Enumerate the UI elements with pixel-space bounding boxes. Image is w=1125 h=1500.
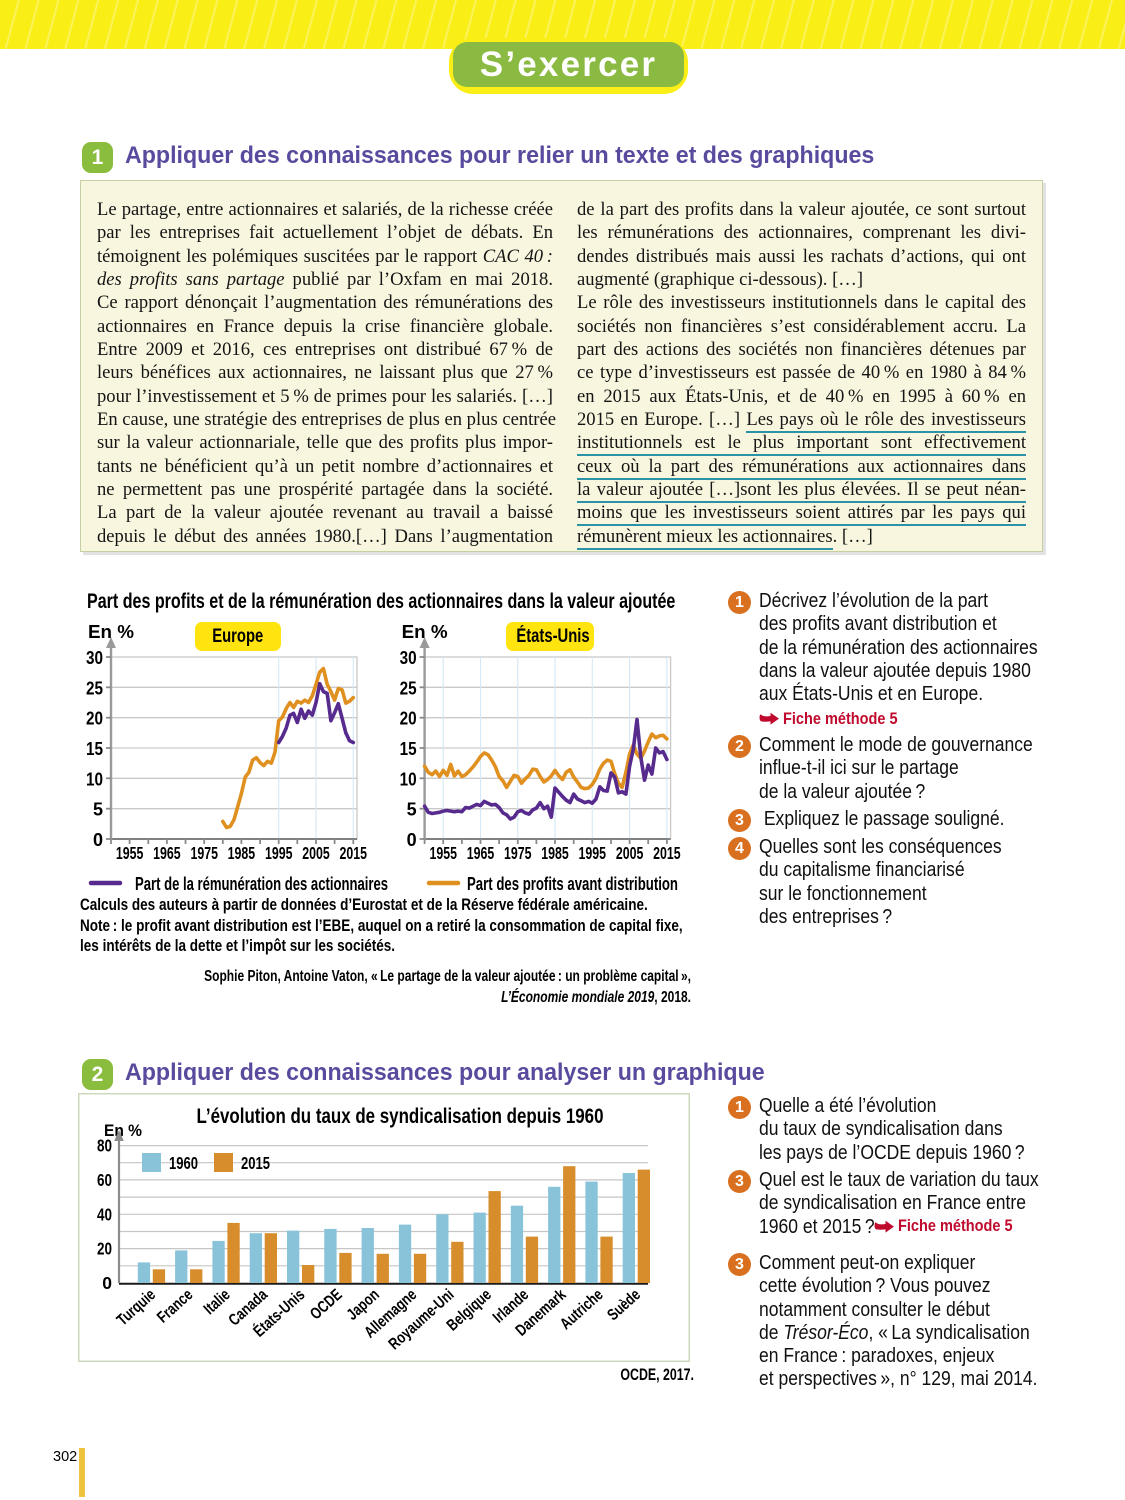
svg-text:30: 30 (400, 648, 417, 668)
svg-text:20: 20 (86, 709, 103, 729)
svg-text:20: 20 (97, 1239, 112, 1259)
svg-text:30: 30 (86, 648, 103, 668)
svg-text:Part de la rémunération des ac: Part de la rémunération des actionnaires (135, 874, 388, 894)
svg-text:Part des profits avant distrib: Part des profits avant distribution (467, 874, 678, 894)
svg-text:1965: 1965 (153, 843, 181, 863)
svg-text:60: 60 (97, 1170, 112, 1190)
svg-text:40: 40 (97, 1204, 112, 1224)
svg-text:80: 80 (97, 1136, 112, 1156)
svg-text:L’évolution du taux de syndica: L’évolution du taux de syndicalisation d… (197, 1105, 604, 1128)
svg-text:15: 15 (86, 739, 103, 759)
svg-text:1995: 1995 (579, 843, 607, 863)
svg-text:25: 25 (86, 678, 103, 698)
svg-text:1975: 1975 (504, 843, 532, 863)
svg-text:0: 0 (93, 830, 103, 850)
svg-text:En %: En % (104, 1121, 142, 1140)
svg-text:1985: 1985 (541, 843, 569, 863)
svg-text:1995: 1995 (265, 843, 293, 863)
svg-text:5: 5 (407, 800, 417, 820)
svg-text:25: 25 (400, 678, 417, 698)
svg-text:2005: 2005 (302, 843, 330, 863)
svg-text:En %: En % (402, 621, 448, 642)
svg-text:5: 5 (93, 800, 103, 820)
svg-text:10: 10 (400, 769, 417, 789)
svg-text:1965: 1965 (467, 843, 495, 863)
svg-text:2015: 2015 (340, 843, 368, 863)
svg-text:2015: 2015 (653, 843, 681, 863)
svg-text:0: 0 (102, 1273, 112, 1293)
svg-text:1955: 1955 (429, 843, 457, 863)
svg-text:1975: 1975 (190, 843, 218, 863)
svg-text:En %: En % (88, 621, 134, 642)
svg-text:1985: 1985 (228, 843, 256, 863)
svg-text:1955: 1955 (116, 843, 144, 863)
svg-text:2015: 2015 (241, 1153, 270, 1173)
svg-text:15: 15 (400, 739, 417, 759)
svg-text:0: 0 (407, 830, 417, 850)
svg-text:10: 10 (86, 769, 103, 789)
svg-text:2005: 2005 (616, 843, 644, 863)
svg-text:1960: 1960 (169, 1153, 198, 1173)
svg-text:20: 20 (400, 709, 417, 729)
